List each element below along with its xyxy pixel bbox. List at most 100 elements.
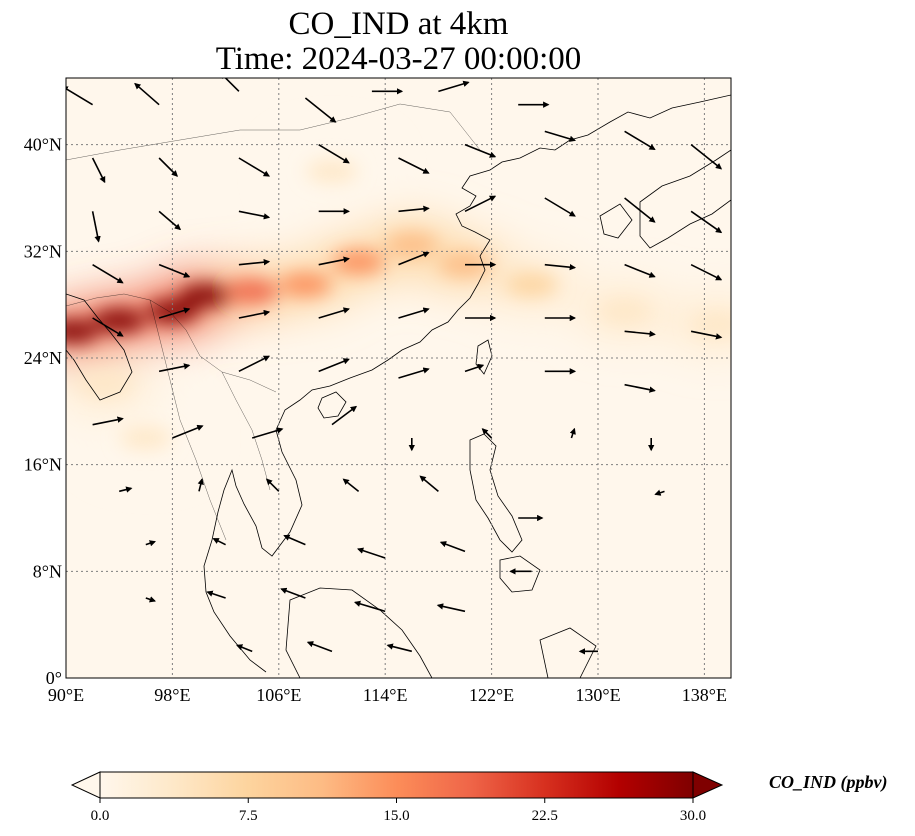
country-borders	[66, 103, 481, 541]
wind-arrow-67	[283, 534, 306, 546]
colorbar-tick-label: 30.0	[680, 808, 706, 824]
wind-arrow-22	[544, 197, 576, 217]
plume-core-4	[226, 279, 279, 304]
philippines-luzon	[469, 433, 523, 553]
y-axis-ticks: 0° 8°N 16°N 24°N 32°N 40°N	[24, 135, 62, 688]
x-axis-ticks: 90°E 98°E 106°E 114°E 122°E 130°E 138°E	[48, 685, 727, 705]
wind-arrow-3	[304, 97, 337, 123]
plume-core-13	[306, 159, 358, 184]
colorbar-tick-label: 0.0	[91, 808, 110, 824]
wind-arrow-74	[353, 600, 386, 613]
wind-arrow-73	[280, 587, 306, 599]
wind-arrow-15	[690, 144, 723, 170]
wind-arrow-5	[438, 80, 470, 93]
wind-arrow-52	[251, 427, 284, 439]
wind-arrow-0	[66, 86, 94, 106]
wind-arrow-13	[544, 130, 577, 142]
border-laos-vietnam	[221, 371, 271, 491]
wind-arrow-25	[92, 263, 124, 284]
wind-arrow-18	[238, 210, 271, 220]
wind-arrow-14	[624, 130, 656, 151]
wind-arrow-16	[91, 211, 101, 243]
plume-core-3	[179, 283, 232, 308]
philippines-mindanao	[499, 555, 541, 593]
y-tick-label: 40°N	[24, 135, 62, 155]
colorbar-unit-label: CO_IND (ppbv)	[769, 772, 888, 792]
wind-arrow-47	[464, 363, 485, 373]
x-tick-label: 106°E	[256, 685, 301, 705]
colorbar-tick-label: 15.0	[383, 808, 409, 824]
wind-arrow-7	[91, 157, 106, 184]
colorbar: 0.0 7.5 15.0 22.5 30.0	[70, 771, 724, 824]
wind-arrow-71	[145, 596, 157, 603]
colorbar-high-extension	[692, 771, 724, 799]
mainland-coast	[203, 94, 731, 673]
wind-arrow-61	[342, 478, 360, 492]
wind-arrow-32	[624, 263, 656, 278]
wind-arrow-59	[197, 478, 204, 492]
plume-core-6	[332, 250, 385, 274]
wind-arrow-56	[569, 427, 576, 439]
wind-arrow-9	[238, 157, 270, 177]
wind-arrow-64	[654, 489, 665, 496]
wind-arrow-37	[318, 307, 350, 319]
wind-arrow-45	[318, 358, 350, 373]
wind-arrow-41	[624, 330, 656, 338]
colorbar-tick-label: 7.5	[239, 808, 258, 824]
plume-core-11	[691, 312, 731, 337]
x-tick-label: 138°E	[682, 685, 727, 705]
x-tick-label: 130°E	[575, 685, 620, 705]
x-tick-label: 114°E	[363, 685, 408, 705]
wind-vectors	[66, 78, 723, 655]
gridlines	[66, 78, 731, 678]
wind-arrow-36	[238, 309, 271, 319]
wind-arrow-2	[219, 78, 240, 92]
wind-arrow-21	[464, 195, 497, 213]
wind-arrow-20	[398, 205, 430, 213]
y-tick-label: 32°N	[24, 241, 62, 261]
wind-arrow-26	[158, 263, 191, 278]
colorbar-ticks: 0.0 7.5 15.0 22.5 30.0	[91, 798, 706, 824]
coastlines	[66, 94, 731, 678]
y-tick-label: 24°N	[24, 348, 62, 368]
plume-core-9	[505, 272, 558, 297]
wind-arrow-60	[265, 478, 280, 492]
wind-arrow-44	[238, 355, 271, 373]
plume-core-1	[93, 308, 146, 333]
wind-arrow-8	[158, 157, 179, 177]
border-china-south	[66, 293, 277, 393]
colorbar-low-extension	[70, 771, 101, 799]
wind-arrow-35	[158, 307, 191, 319]
wind-arrow-34	[92, 317, 124, 337]
wind-arrow-55	[481, 428, 493, 439]
plume-core-5	[279, 272, 332, 297]
wind-arrow-75	[436, 603, 466, 613]
chart-title-line-1: CO_IND at 4km	[288, 6, 509, 42]
colorbar-gradient	[99, 771, 694, 799]
wind-arrow-62	[419, 475, 439, 492]
colorbar-tick-label: 22.5	[532, 808, 558, 824]
wind-arrow-43	[158, 363, 191, 373]
wind-arrow-68	[356, 547, 386, 559]
wind-arrow-69	[439, 541, 466, 553]
border-mongolia	[66, 103, 481, 161]
x-tick-label: 90°E	[48, 685, 84, 705]
plume-core-0	[66, 319, 99, 344]
plume-core-10	[598, 299, 651, 324]
wind-arrow-27	[238, 258, 271, 266]
wind-arrow-53	[331, 405, 358, 426]
map-frame	[65, 77, 732, 679]
wind-arrow-58	[119, 486, 133, 493]
wind-arrow-72	[206, 590, 226, 599]
wind-arrow-24	[690, 210, 723, 234]
wind-arrow-12	[464, 143, 497, 158]
chart-title-line-2: Time: 2024-03-27 00:00:00	[215, 41, 582, 77]
wind-arrow-46	[398, 367, 430, 379]
wind-arrow-42	[690, 330, 723, 340]
wind-arrow-1	[134, 82, 160, 106]
wind-arrow-38	[398, 307, 430, 319]
x-tick-label: 122°E	[469, 685, 514, 705]
plume-core-14	[119, 426, 172, 450]
border-myanmar-thailand	[149, 299, 227, 541]
